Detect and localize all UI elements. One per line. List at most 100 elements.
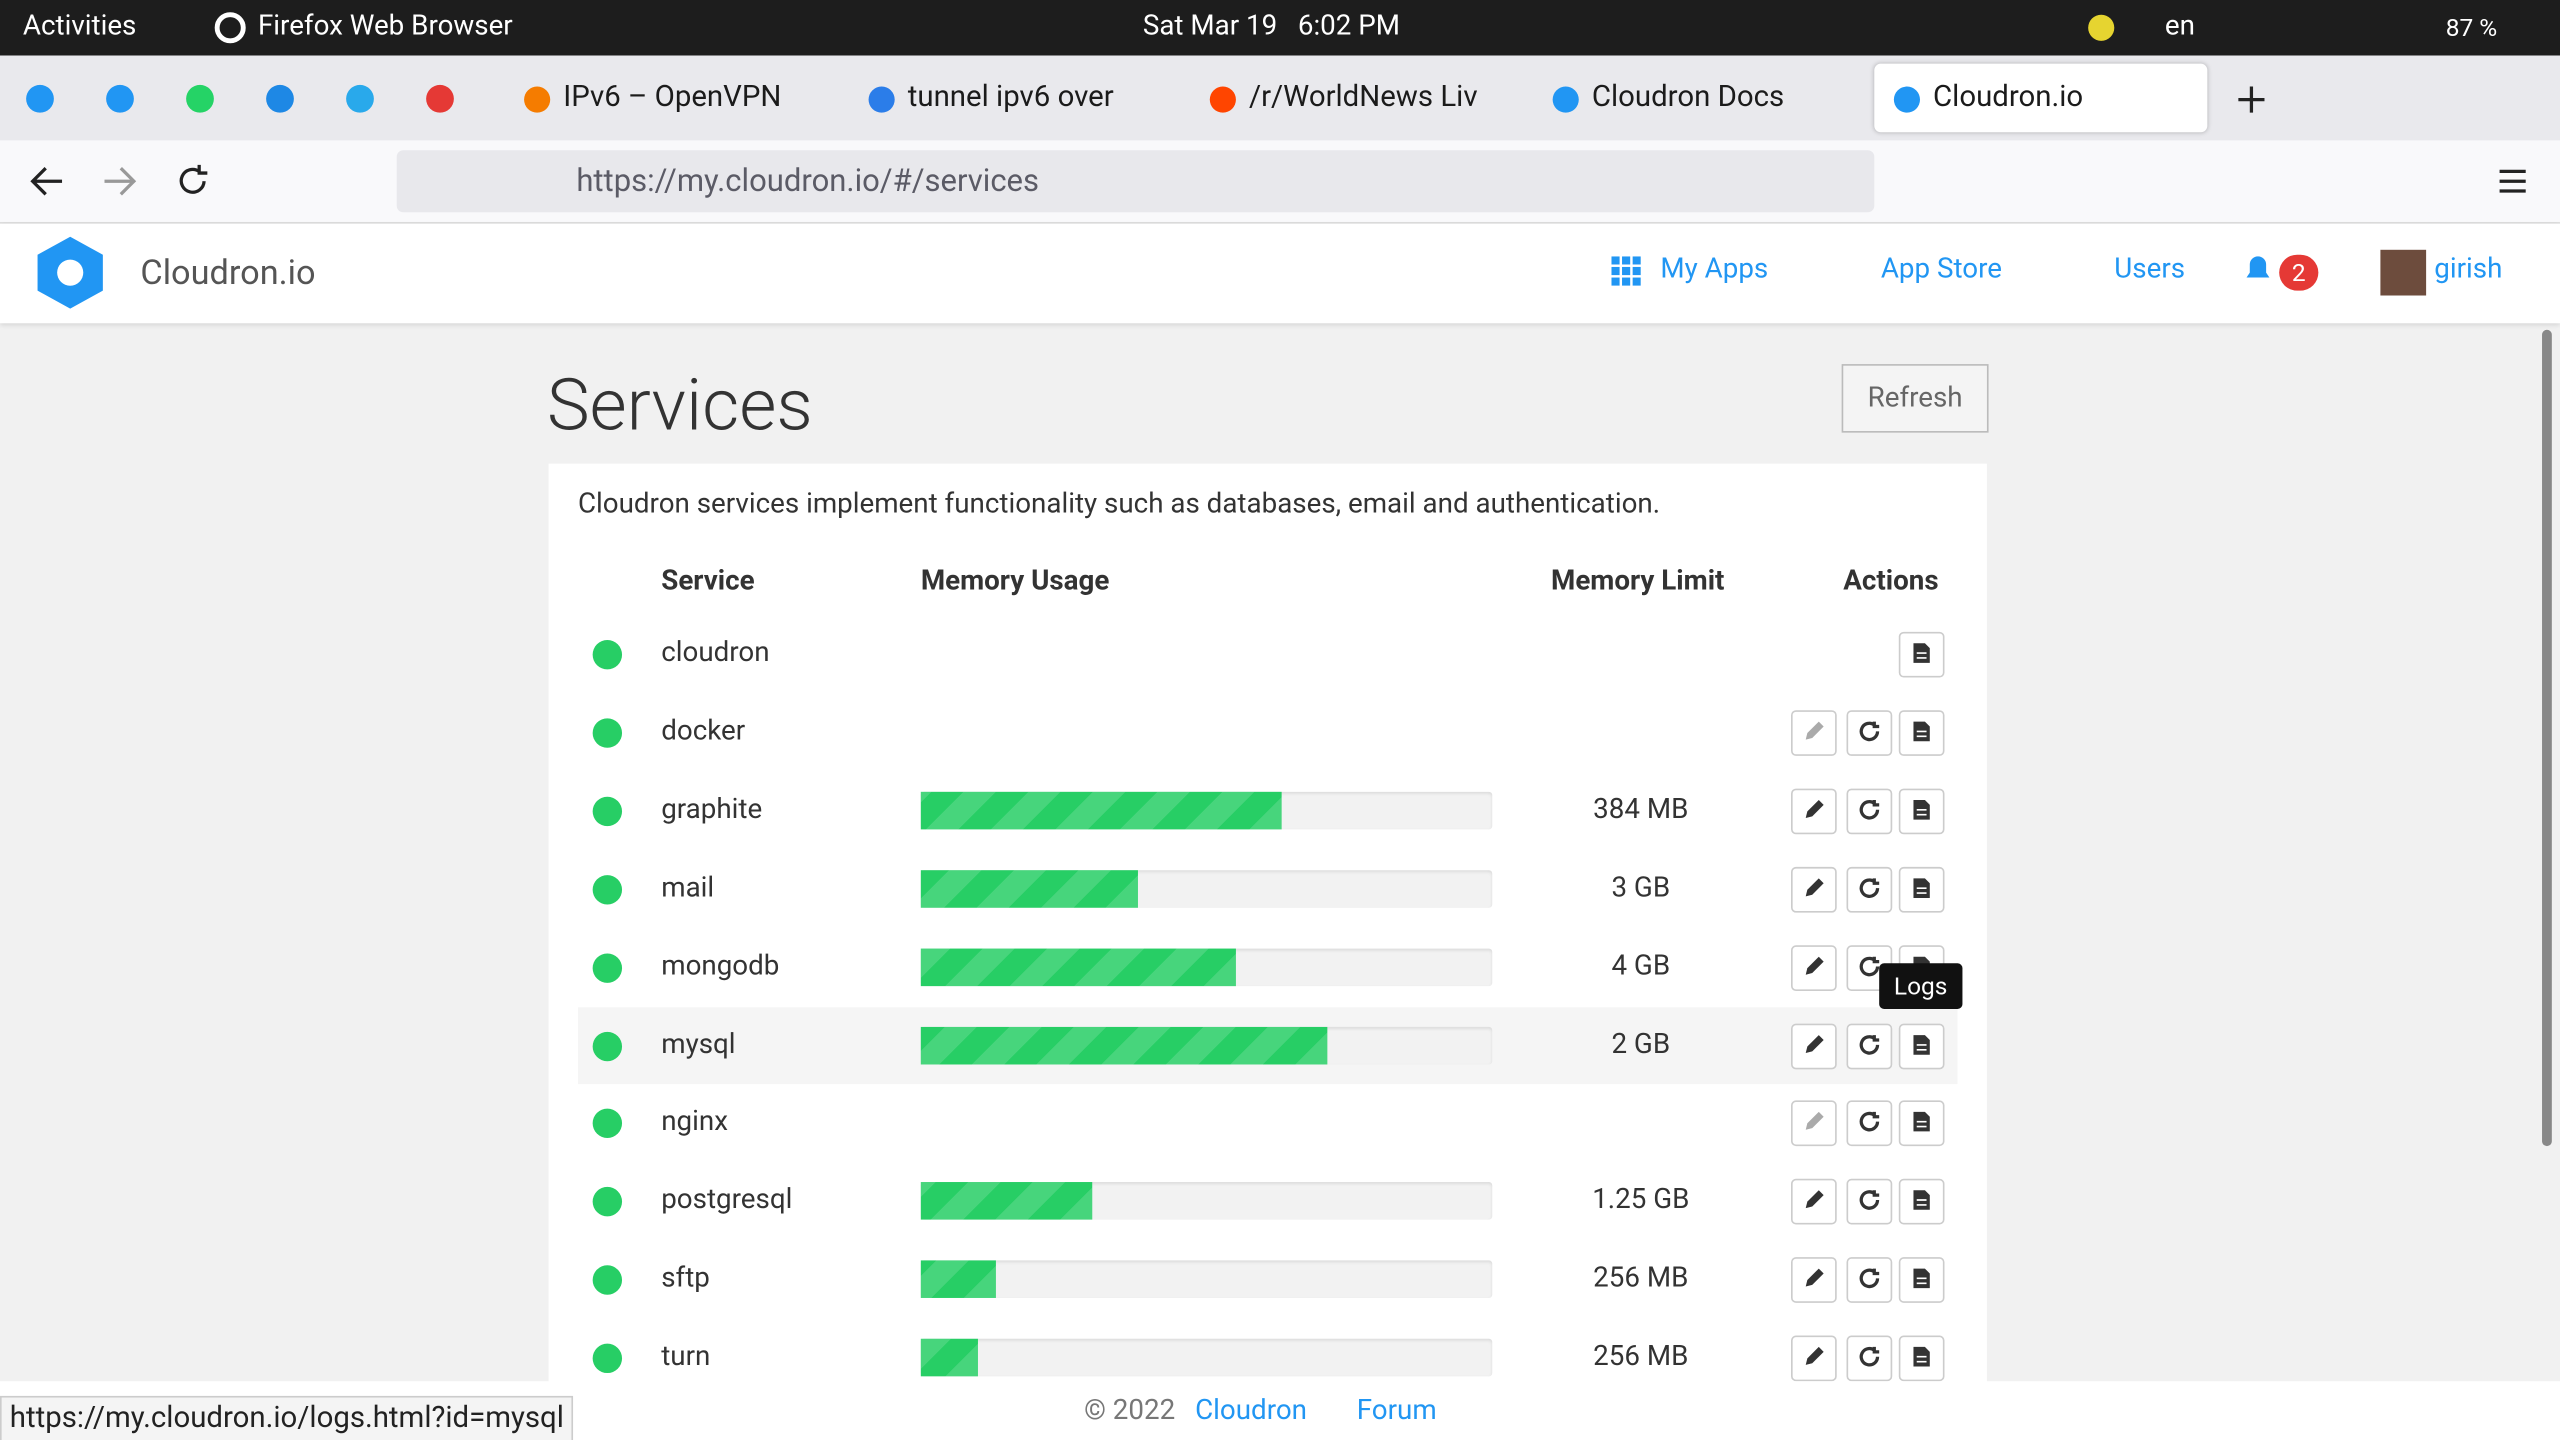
status-dot xyxy=(592,1187,623,1217)
logs-button[interactable] xyxy=(1898,866,1945,913)
tooltip: Logs xyxy=(1879,963,1963,1009)
service-name: cloudron xyxy=(661,636,770,670)
logs-button[interactable] xyxy=(1898,1022,1945,1069)
tab-title[interactable]: /r/WorldNews Liv xyxy=(1248,79,1478,115)
logs-button[interactable] xyxy=(1898,710,1945,756)
column-header: Actions xyxy=(1843,564,1939,598)
edit-button[interactable] xyxy=(1791,1335,1837,1382)
edit-button[interactable] xyxy=(1791,944,1837,991)
tab-title[interactable]: Cloudron.io xyxy=(1933,79,2084,115)
pinned-tab[interactable] xyxy=(186,84,214,113)
back[interactable] xyxy=(29,165,65,198)
pinned-tab[interactable] xyxy=(426,84,454,113)
status-url: https://my.cloudron.io/logs.html?id=mysq… xyxy=(0,1395,574,1440)
status-dot xyxy=(592,1265,623,1295)
pinned-tab[interactable] xyxy=(26,84,54,113)
battery[interactable]: 87 % xyxy=(2445,13,2498,43)
nav-link[interactable]: Users xyxy=(2114,253,2186,286)
menu[interactable] xyxy=(2498,167,2527,196)
tab-favicon xyxy=(1209,86,1236,113)
memory-bar-track xyxy=(920,869,1493,908)
language[interactable]: en xyxy=(2164,9,2195,43)
pinned-tab[interactable] xyxy=(266,84,294,113)
reload[interactable] xyxy=(175,163,211,199)
url-bar[interactable]: https://my.cloudron.io/#/services xyxy=(396,150,1875,213)
clock[interactable]: Sat Mar 19 6:02 PM xyxy=(1142,9,1401,43)
memory-bar-track xyxy=(920,1338,1493,1377)
memory-bar xyxy=(920,947,1236,986)
memory-limit: 3 GB xyxy=(1611,871,1671,904)
status-dot xyxy=(592,1031,623,1061)
memory-limit: 256 MB xyxy=(1593,1340,1689,1374)
memory-bar-track xyxy=(920,791,1493,830)
logs-button[interactable] xyxy=(1898,1101,1945,1147)
nav-link[interactable]: My Apps xyxy=(1660,253,1769,286)
memory-bar-track xyxy=(920,1182,1493,1221)
tab-title[interactable]: tunnel ipv6 over xyxy=(907,79,1114,115)
restart-button[interactable] xyxy=(1846,1335,1893,1382)
restart-button[interactable] xyxy=(1846,710,1893,756)
service-name: graphite xyxy=(661,793,763,826)
new-tab[interactable] xyxy=(2237,85,2266,114)
column-header: Memory Limit xyxy=(1551,564,1725,598)
logs-button[interactable] xyxy=(1898,788,1945,834)
edit-button[interactable] xyxy=(1791,1022,1837,1069)
logs-button[interactable] xyxy=(1898,1179,1945,1225)
status-dot xyxy=(592,874,623,904)
edit-button[interactable] xyxy=(1791,710,1837,756)
avatar xyxy=(2380,249,2427,296)
logs-button[interactable] xyxy=(1898,1335,1945,1382)
app-navbar: Cloudron.io My Apps App Store Users 2 gi… xyxy=(0,223,2560,324)
status-dot xyxy=(592,796,623,826)
status-dot xyxy=(592,718,623,748)
service-name: mail xyxy=(661,871,715,904)
memory-bar xyxy=(920,1182,1093,1221)
memory-limit: 2 GB xyxy=(1611,1027,1671,1061)
logs-button[interactable] xyxy=(1898,631,1945,678)
status-dot xyxy=(592,1109,623,1139)
tab-title[interactable]: IPv6 – OpenVPN xyxy=(563,79,782,115)
memory-bar-track xyxy=(920,947,1493,986)
notification-badge[interactable]: 2 xyxy=(2279,254,2319,291)
pinned-tab[interactable] xyxy=(346,84,374,113)
activities[interactable]: Activities xyxy=(22,9,137,43)
memory-bar xyxy=(920,1260,996,1299)
service-name: turn xyxy=(661,1340,711,1374)
footer-link[interactable]: Forum xyxy=(1356,1394,1437,1427)
service-name: postgresql xyxy=(661,1184,793,1217)
restart-button[interactable] xyxy=(1846,1022,1893,1069)
pinned-tab[interactable] xyxy=(106,84,134,113)
logo[interactable] xyxy=(33,235,108,310)
url-text: https://my.cloudron.io/#/services xyxy=(576,161,1040,200)
edit-button[interactable] xyxy=(1791,1179,1837,1225)
restart-button[interactable] xyxy=(1846,1101,1893,1147)
tab-title[interactable]: Cloudron Docs xyxy=(1591,79,1785,115)
refresh-button[interactable]: Refresh xyxy=(1841,364,1989,433)
user-menu[interactable]: girish xyxy=(2434,253,2503,286)
service-name: mysql xyxy=(661,1027,736,1061)
restart-button[interactable] xyxy=(1846,1257,1893,1304)
restart-button[interactable] xyxy=(1846,1179,1893,1225)
edit-button[interactable] xyxy=(1791,866,1837,913)
brand[interactable]: Cloudron.io xyxy=(140,254,316,294)
edit-button[interactable] xyxy=(1791,1101,1837,1147)
forward[interactable] xyxy=(101,165,137,198)
edit-button[interactable] xyxy=(1791,1257,1837,1304)
restart-button[interactable] xyxy=(1846,788,1893,834)
logs-button[interactable] xyxy=(1898,1257,1945,1304)
restart-button[interactable] xyxy=(1846,866,1893,913)
footer-link[interactable]: Cloudron xyxy=(1195,1394,1307,1427)
bell-icon[interactable] xyxy=(2245,255,2271,284)
nav-link[interactable]: App Store xyxy=(1880,253,2002,286)
column-header: Memory Usage xyxy=(920,564,1110,598)
app-menu[interactable]: Firefox Web Browser xyxy=(257,9,513,43)
scrollbar[interactable] xyxy=(2542,329,2552,1147)
memory-bar xyxy=(920,869,1138,908)
edit-button[interactable] xyxy=(1791,788,1837,834)
memory-limit: 1.25 GB xyxy=(1592,1184,1690,1217)
description: Cloudron services implement functionalit… xyxy=(577,488,1661,521)
tab-favicon xyxy=(524,86,551,113)
memory-bar-track xyxy=(920,1260,1493,1299)
